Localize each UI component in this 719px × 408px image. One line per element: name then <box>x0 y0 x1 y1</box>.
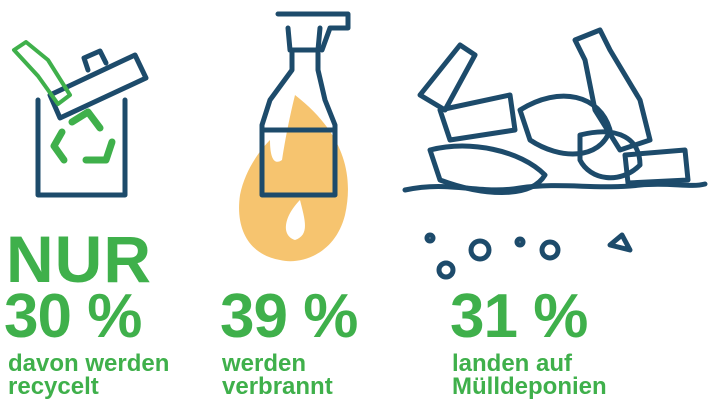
label-line: werden <box>222 352 306 375</box>
percent: 31 % <box>450 286 587 348</box>
label-line: recycelt <box>8 375 99 398</box>
percent: 30 % <box>4 286 141 348</box>
spray-bottle-icon <box>239 14 348 261</box>
landfill-icon <box>405 30 705 277</box>
recycle-bin-icon <box>14 42 146 195</box>
label-line: davon werden <box>8 352 169 375</box>
label-line: verbrannt <box>222 375 333 398</box>
label-line: landen auf <box>452 352 572 375</box>
page: NUR 30 % davon werden recycelt 39 % werd… <box>0 0 719 408</box>
label-line: Mülldeponien <box>452 375 607 398</box>
percent: 39 % <box>220 286 357 348</box>
